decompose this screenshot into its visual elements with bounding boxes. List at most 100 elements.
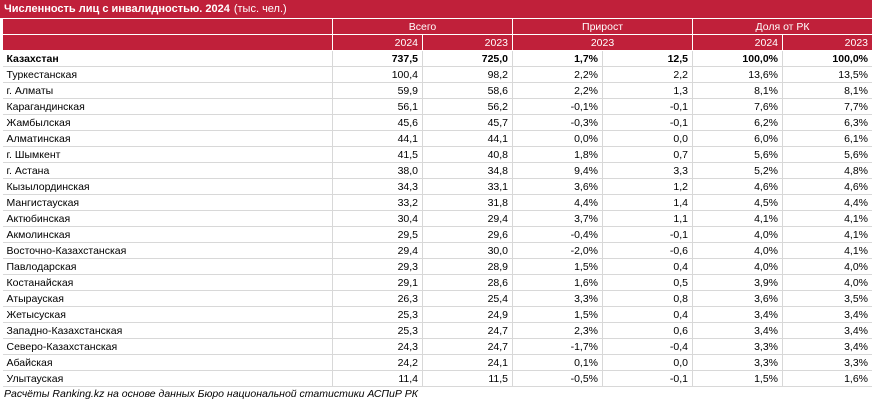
- growth-abs-cell: 0,7: [602, 146, 694, 163]
- region-name-cell: Мангистауская: [2, 194, 333, 211]
- growth-abs-cell: 1,2: [602, 178, 694, 195]
- table-row: г. Алматы 59,9 58,6 2,2% 1,3 8,1% 8,1%: [2, 82, 872, 99]
- header-growth-2023: 2023: [512, 34, 694, 51]
- region-name-cell: Туркестанская: [2, 66, 333, 83]
- growth-pct-cell: 4,4%: [512, 194, 604, 211]
- total-2023-cell: 25,4: [422, 290, 514, 307]
- table-title: Численность лиц с инвалидностью. 2024 (т…: [0, 0, 872, 18]
- region-name-cell: Кызылординская: [2, 178, 333, 195]
- total-2023-cell: 58,6: [422, 82, 514, 99]
- growth-abs-cell: 0,4: [602, 258, 694, 275]
- share-2024-cell: 4,1%: [692, 210, 784, 227]
- header-growth: Прирост: [512, 18, 694, 35]
- growth-pct-cell: 0,1%: [512, 354, 604, 371]
- share-2023-cell: 4,1%: [782, 210, 872, 227]
- growth-abs-cell: 1,3: [602, 82, 694, 99]
- total-2023-cell: 24,7: [422, 338, 514, 355]
- share-2023-cell: 4,0%: [782, 258, 872, 275]
- table-row: Костанайская 29,1 28,6 1,6% 0,5 3,9% 4,0%: [2, 274, 872, 291]
- growth-pct-cell: 1,5%: [512, 306, 604, 323]
- table-row: Акмолинская 29,5 29,6 -0,4% -0,1 4,0% 4,1%: [2, 226, 872, 243]
- growth-pct-cell: 0,0%: [512, 130, 604, 147]
- share-2023-cell: 4,1%: [782, 242, 872, 259]
- growth-pct-cell: 3,7%: [512, 210, 604, 227]
- total-2023-cell: 11,5: [422, 370, 514, 387]
- share-2023-cell: 4,8%: [782, 162, 872, 179]
- share-2024-cell: 4,6%: [692, 178, 784, 195]
- total-2023-cell: 45,7: [422, 114, 514, 131]
- region-name-cell: Улытауская: [2, 370, 333, 387]
- header-share-2024: 2024: [692, 34, 784, 51]
- table-row: Западно-Казахстанская 25,3 24,7 2,3% 0,6 3,4%…: [2, 322, 872, 339]
- region-name-cell: Западно-Казахстанская: [2, 322, 333, 339]
- growth-pct-cell: -1,7%: [512, 338, 604, 355]
- table-row: Казахстан 737,5 725,0 1,7% 12,5 100,0% 100,0%: [2, 50, 872, 67]
- share-2024-cell: 5,6%: [692, 146, 784, 163]
- region-name-cell: Актюбинская: [2, 210, 333, 227]
- total-2024-cell: 38,0: [332, 162, 423, 179]
- total-2024-cell: 29,3: [332, 258, 423, 275]
- share-2024-cell: 3,6%: [692, 290, 784, 307]
- total-2024-cell: 25,3: [332, 322, 423, 339]
- share-2023-cell: 13,5%: [782, 66, 872, 83]
- share-2023-cell: 3,4%: [782, 322, 872, 339]
- growth-pct-cell: -2,0%: [512, 242, 604, 259]
- share-2023-cell: 1,6%: [782, 370, 872, 387]
- growth-abs-cell: 1,4: [602, 194, 694, 211]
- table-row: Абайская 24,2 24,1 0,1% 0,0 3,3% 3,3%: [2, 354, 872, 371]
- total-2023-cell: 33,1: [422, 178, 514, 195]
- growth-abs-cell: 2,2: [602, 66, 694, 83]
- total-2023-cell: 98,2: [422, 66, 514, 83]
- growth-pct-cell: 3,6%: [512, 178, 604, 195]
- region-name-cell: г. Шымкент: [2, 146, 333, 163]
- total-2023-cell: 34,8: [422, 162, 514, 179]
- total-2023-cell: 28,9: [422, 258, 514, 275]
- growth-abs-cell: 0,4: [602, 306, 694, 323]
- share-2023-cell: 4,1%: [782, 226, 872, 243]
- source-note: Расчёты Ranking.kz на основе данных Бюро…: [4, 388, 418, 400]
- share-2024-cell: 4,0%: [692, 242, 784, 259]
- table-row: Жамбылская 45,6 45,7 -0,3% -0,1 6,2% 6,3%: [2, 114, 872, 131]
- total-2023-cell: 29,4: [422, 210, 514, 227]
- share-2024-cell: 6,0%: [692, 130, 784, 147]
- share-2023-cell: 100,0%: [782, 50, 872, 67]
- growth-abs-cell: 0,8: [602, 290, 694, 307]
- share-2024-cell: 13,6%: [692, 66, 784, 83]
- share-2023-cell: 3,5%: [782, 290, 872, 307]
- share-2023-cell: 8,1%: [782, 82, 872, 99]
- total-2023-cell: 24,9: [422, 306, 514, 323]
- growth-abs-cell: 12,5: [602, 50, 694, 67]
- growth-abs-cell: -0,1: [602, 226, 694, 243]
- total-2024-cell: 33,2: [332, 194, 423, 211]
- total-2023-cell: 24,1: [422, 354, 514, 371]
- total-2024-cell: 29,5: [332, 226, 423, 243]
- region-name-cell: Казахстан: [2, 50, 333, 67]
- share-2023-cell: 5,6%: [782, 146, 872, 163]
- share-2023-cell: 4,4%: [782, 194, 872, 211]
- growth-pct-cell: 3,3%: [512, 290, 604, 307]
- growth-abs-cell: 3,3: [602, 162, 694, 179]
- share-2024-cell: 100,0%: [692, 50, 784, 67]
- growth-pct-cell: 9,4%: [512, 162, 604, 179]
- share-2023-cell: 4,6%: [782, 178, 872, 195]
- region-name-cell: Костанайская: [2, 274, 333, 291]
- header-total-2024: 2024: [332, 34, 423, 51]
- share-2024-cell: 4,0%: [692, 226, 784, 243]
- region-name-cell: Алматинская: [2, 130, 333, 147]
- growth-abs-cell: -0,1: [602, 98, 694, 115]
- share-2023-cell: 3,4%: [782, 306, 872, 323]
- growth-abs-cell: 0,0: [602, 354, 694, 371]
- table-row: Северо-Казахстанская 24,3 24,7 -1,7% -0,4 3,3…: [2, 338, 872, 355]
- header-region-sub: [2, 34, 333, 51]
- total-2023-cell: 28,6: [422, 274, 514, 291]
- growth-abs-cell: 0,5: [602, 274, 694, 291]
- share-2024-cell: 3,3%: [692, 338, 784, 355]
- table-row: Карагандинская 56,1 56,2 -0,1% -0,1 7,6% 7,7%: [2, 98, 872, 115]
- total-2024-cell: 24,3: [332, 338, 423, 355]
- growth-pct-cell: 2,2%: [512, 82, 604, 99]
- region-name-cell: г. Алматы: [2, 82, 333, 99]
- share-2024-cell: 1,5%: [692, 370, 784, 387]
- growth-abs-cell: -0,4: [602, 338, 694, 355]
- total-2024-cell: 30,4: [332, 210, 423, 227]
- share-2024-cell: 3,4%: [692, 306, 784, 323]
